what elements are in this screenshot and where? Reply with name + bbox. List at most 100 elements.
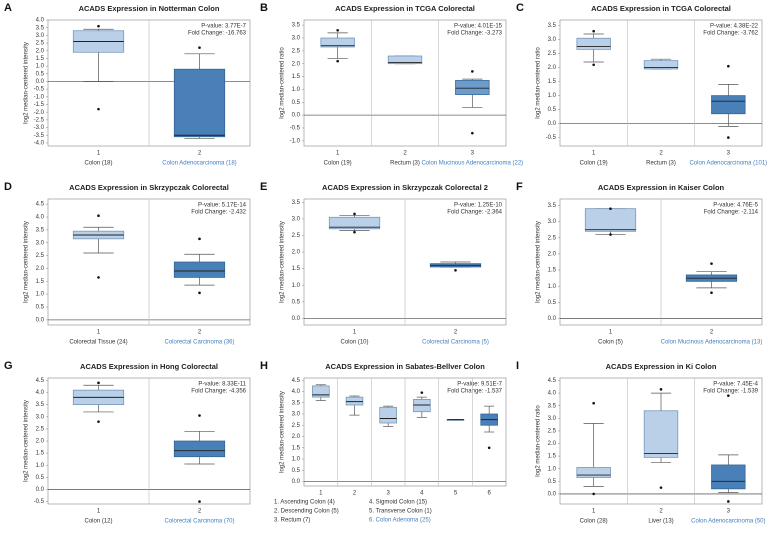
y-tick-label: 3.5 [292,400,301,406]
y-tick-label: 3.5 [36,25,45,31]
panel-letter: F [516,181,523,193]
y-tick-label: -3.5 [34,133,45,139]
chart-title: ACADS Expression in Kaiser Colon [598,183,725,192]
panel-letter: G [4,360,13,372]
y-tick-label: 0.0 [548,491,557,497]
annotation: Fold Change: -16.763 [188,31,247,37]
annotation: P-value: 3.77E-7 [201,24,246,30]
category-name: Liver (13) [648,519,673,525]
y-tick-label: 0.0 [292,113,301,119]
y-tick-label: 3.5 [36,227,45,233]
x-tick-label: 1 [592,509,596,515]
y-tick-label: 3.0 [292,36,301,42]
y-tick-label: 2.0 [36,439,45,445]
x-tick-label: 1 [97,509,101,515]
category-name: 2. Descending Colon (5) [274,509,339,515]
y-tick-label: 1.5 [292,74,301,80]
y-tick-label: 1.0 [36,463,45,469]
y-axis-label: log2 median-centered intensity [536,221,542,303]
annotation: P-value: 5.17E-14 [198,203,247,209]
category-name: 4. Sigmoid Colon (15) [369,500,427,506]
panel-letter: A [4,2,12,14]
category-name: 1. Ascending Colon (4) [274,500,335,506]
y-tick-label: 3.5 [292,200,301,206]
y-tick-label: 1.0 [292,283,301,289]
y-tick-label: 4.0 [36,390,45,396]
chart-title: ACADS Expression in Hong Colorectal [80,362,218,371]
outlier [97,24,100,28]
category-name: Colon (18) [84,161,112,167]
annotation: Fold Change: -4.356 [191,389,246,395]
y-tick-label: 1.0 [548,284,557,290]
y-tick-label: 0.0 [292,479,301,485]
y-tick-label: 3.5 [36,402,45,408]
outlier [420,391,424,394]
y-tick-label: 0.5 [292,100,301,106]
box [173,68,226,138]
outlier [592,29,595,33]
outlier [97,276,100,279]
plot-frame [559,19,763,147]
x-tick-label: 1 [353,330,357,336]
outlier [727,64,730,68]
annotation: P-value: 4.01E-15 [454,24,503,30]
category-name: 3. Rectum (7) [274,518,310,524]
annotation: Fold Change: -2.364 [447,210,502,216]
outlier [727,500,730,503]
y-tick-label: 0.5 [36,475,45,481]
outlier [659,388,663,391]
y-tick-label: -0.5 [546,135,557,141]
y-tick-label: 2.5 [548,428,557,434]
x-tick-label: 3 [386,491,390,497]
chart-title: ACADS Expression in Notterman Colon [79,4,220,13]
y-axis-label: log2 median-centered ratio [536,405,542,477]
y-tick-label: 0.5 [36,71,45,77]
y-tick-label: 2.5 [292,233,301,239]
annotation: Fold Change: -1.537 [447,389,502,395]
y-tick-label: 0.5 [36,305,45,311]
y-tick-label: 2.5 [36,41,45,47]
y-tick-label: 2.5 [36,426,45,432]
outlier [609,207,612,210]
category-name: Colon (28) [580,519,608,525]
chart-title: ACADS Expression in TCGA Colorectal [335,4,475,13]
y-tick-label: -1.0 [290,138,301,144]
y-tick-label: 2.0 [292,434,301,440]
x-tick-label: 2 [454,330,458,336]
plot-frame [303,19,507,147]
annotation: Fold Change: -1.539 [703,389,758,395]
annotation: Fold Change: -3.762 [703,31,758,37]
x-tick-label: 2 [198,330,202,336]
outlier [198,414,201,417]
outlier [97,381,100,385]
y-tick-label: 3.0 [36,414,45,420]
y-tick-label: 0.0 [36,487,45,493]
x-tick-label: 2 [659,151,663,157]
y-tick-label: -2.5 [34,117,45,123]
x-tick-label: 1 [592,151,596,157]
y-tick-label: 0.0 [548,121,557,127]
x-tick-label: 6 [487,491,491,497]
annotation: P-value: 8.33E-11 [198,382,246,388]
y-tick-label: 3.0 [548,416,557,422]
y-tick-label: 3.5 [548,403,557,409]
category-name: Colon (19) [580,161,608,167]
y-tick-label: 1.5 [548,454,557,460]
box [320,37,355,48]
y-tick-label: 3.0 [292,412,301,418]
box [173,440,226,458]
annotation: P-value: 1.25E-10 [454,203,503,209]
y-tick-label: 1.5 [548,268,557,274]
outlier [336,28,339,32]
category-name: Rectum (3) [646,161,676,167]
outlier [710,291,713,294]
y-tick-label: -1.5 [34,102,45,108]
x-tick-label: 1 [609,330,613,336]
outlier [198,46,201,49]
y-tick-label: 3.0 [36,240,45,246]
y-tick-label: 3.0 [548,219,557,225]
y-tick-label: -3.0 [34,125,45,131]
chart-title: ACADS Expression in Ki Colon [606,362,717,371]
y-tick-label: 0.0 [292,316,301,322]
outlier [609,233,612,236]
